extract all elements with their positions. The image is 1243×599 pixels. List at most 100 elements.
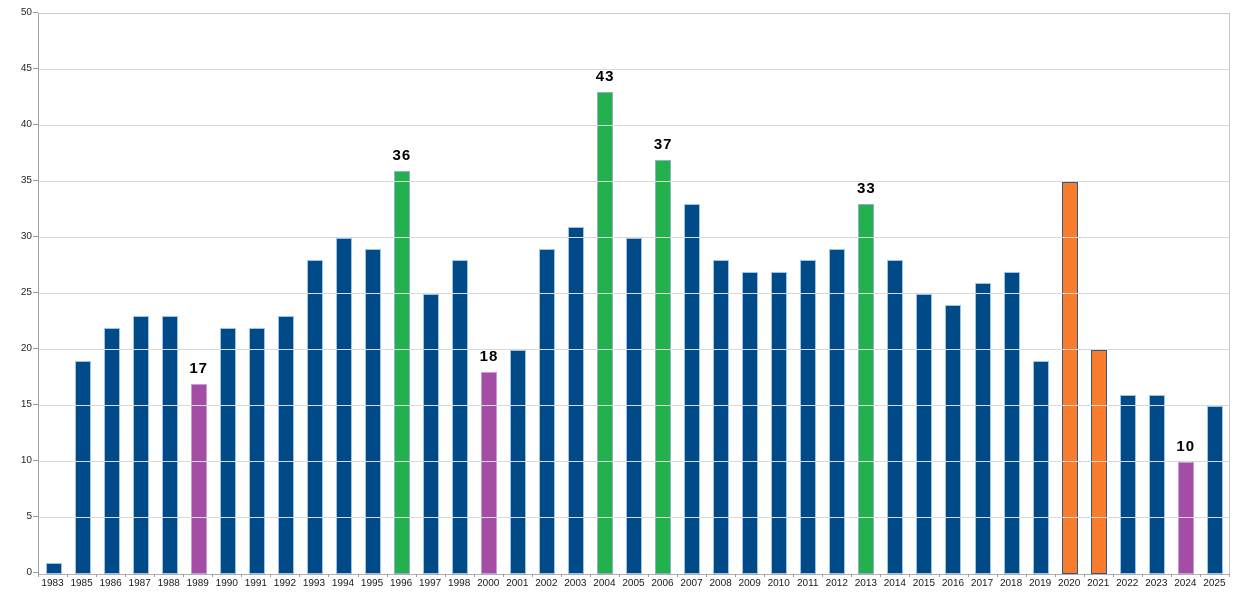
x-tick-label-2014: 2014	[883, 578, 906, 589]
x-tick-label-2023: 2023	[1145, 578, 1168, 589]
x-tick-label-2020: 2020	[1058, 578, 1081, 589]
x-tick-label-2024: 2024	[1174, 578, 1197, 589]
x-tick-label-1995: 1995	[360, 578, 384, 589]
bar-slot-2025	[1200, 14, 1229, 574]
bar-slot-1993	[300, 14, 329, 574]
bar-2000	[480, 372, 497, 574]
x-tick-label-1983: 1983	[41, 578, 64, 589]
bar-2011	[800, 260, 817, 574]
bar-2019	[1032, 361, 1049, 574]
x-tick-label-1991: 1991	[244, 578, 267, 589]
bar-2002	[539, 249, 556, 574]
x-tick-mark	[764, 574, 766, 577]
bar-slot-2015	[910, 14, 939, 574]
bar-2009	[742, 271, 759, 574]
bar-1989	[190, 383, 207, 574]
x-tick-mark	[560, 574, 562, 577]
bar-2022	[1119, 394, 1136, 574]
y-tick-mark	[33, 124, 38, 125]
bar-slot-2005	[620, 14, 649, 574]
y-tick-label-20: 20	[20, 343, 32, 354]
x-tick-label-2005: 2005	[622, 578, 645, 589]
x-tick-mark	[1112, 574, 1114, 577]
x-tick-label-1997: 1997	[419, 578, 442, 589]
x-tick-mark	[531, 574, 533, 577]
bar-2015	[916, 294, 933, 574]
bar-slot-2008	[707, 14, 736, 574]
bar-slot-1989: 17	[184, 14, 213, 574]
x-tick-mark	[909, 574, 911, 577]
x-tick-mark	[444, 574, 446, 577]
bar-slot-1994	[329, 14, 358, 574]
x-tick-mark	[299, 574, 301, 577]
x-tick-label-2021: 2021	[1087, 578, 1110, 589]
bar-slot-1995	[358, 14, 387, 574]
x-tick-label-1985: 1985	[70, 578, 93, 589]
y-tick-label-45: 45	[20, 63, 32, 74]
bar-1983	[45, 562, 62, 574]
y-tick-mark	[33, 404, 38, 405]
x-tick-mark	[386, 574, 388, 577]
bar-1987	[132, 316, 149, 574]
bar-slot-2003	[562, 14, 591, 574]
plot-area: 17 36 18 43 37 33 10	[38, 13, 1230, 575]
x-tick-label-1993: 1993	[302, 578, 326, 589]
x-tick-mark	[1025, 574, 1027, 577]
y-tick-mark	[33, 348, 38, 349]
bar-slot-2000: 18	[474, 14, 503, 574]
x-tick-mark	[415, 574, 417, 577]
bar-2001	[510, 350, 527, 574]
bar-2013	[858, 204, 875, 574]
bar-1996	[393, 170, 410, 574]
bar-1986	[103, 327, 120, 574]
y-tick-mark	[33, 68, 38, 69]
bar-slot-1987	[126, 14, 155, 574]
x-tick-mark	[967, 574, 969, 577]
bar-slot-1988	[155, 14, 184, 574]
bar-2017	[974, 282, 991, 574]
bar-slot-2010	[765, 14, 794, 574]
y-tick-label-30: 30	[20, 231, 32, 242]
x-tick-label-2008: 2008	[709, 578, 732, 589]
x-tick-mark	[328, 574, 330, 577]
x-tick-label-2011: 2011	[796, 578, 819, 589]
x-tick-label-2015: 2015	[912, 578, 936, 589]
y-tick-mark	[33, 460, 38, 461]
bar-1997	[422, 294, 439, 574]
x-tick-mark	[154, 574, 156, 577]
bar-1992	[277, 316, 294, 574]
y-tick-mark	[33, 292, 38, 293]
bar-2003	[568, 226, 585, 574]
gridline	[39, 237, 1229, 238]
bar-2021	[1090, 350, 1107, 574]
x-tick-mark	[589, 574, 591, 577]
x-tick-label-2016: 2016	[941, 578, 965, 589]
bar-1988	[161, 316, 178, 574]
x-tick-mark	[822, 574, 824, 577]
x-tick-label-2018: 2018	[999, 578, 1023, 589]
bar-1985	[74, 361, 91, 574]
y-tick-mark	[33, 236, 38, 237]
bar-slot-2002	[533, 14, 562, 574]
gridline	[39, 517, 1229, 518]
gridline	[39, 69, 1229, 70]
bar-2008	[713, 260, 730, 574]
x-tick-mark	[96, 574, 98, 577]
x-tick-label-1987: 1987	[128, 578, 151, 589]
y-tick-label-35: 35	[20, 175, 32, 186]
x-tick-label-1992: 1992	[273, 578, 297, 589]
bar-value-label-1996: 36	[392, 146, 412, 164]
x-tick-label-2013: 2013	[854, 578, 877, 589]
x-tick-mark	[706, 574, 708, 577]
x-tick-label-1994: 1994	[331, 578, 355, 589]
x-tick-mark	[357, 574, 359, 577]
x-tick-mark	[996, 574, 998, 577]
x-tick-label-1996: 1996	[389, 578, 413, 589]
y-tick-label-15: 15	[20, 399, 32, 410]
bar-value-label-2006: 37	[653, 135, 673, 153]
bar-slot-1985	[68, 14, 97, 574]
x-tick-mark	[183, 574, 185, 577]
bar-slot-2006: 37	[649, 14, 678, 574]
bar-slot-2009	[736, 14, 765, 574]
bar-slot-2017	[968, 14, 997, 574]
